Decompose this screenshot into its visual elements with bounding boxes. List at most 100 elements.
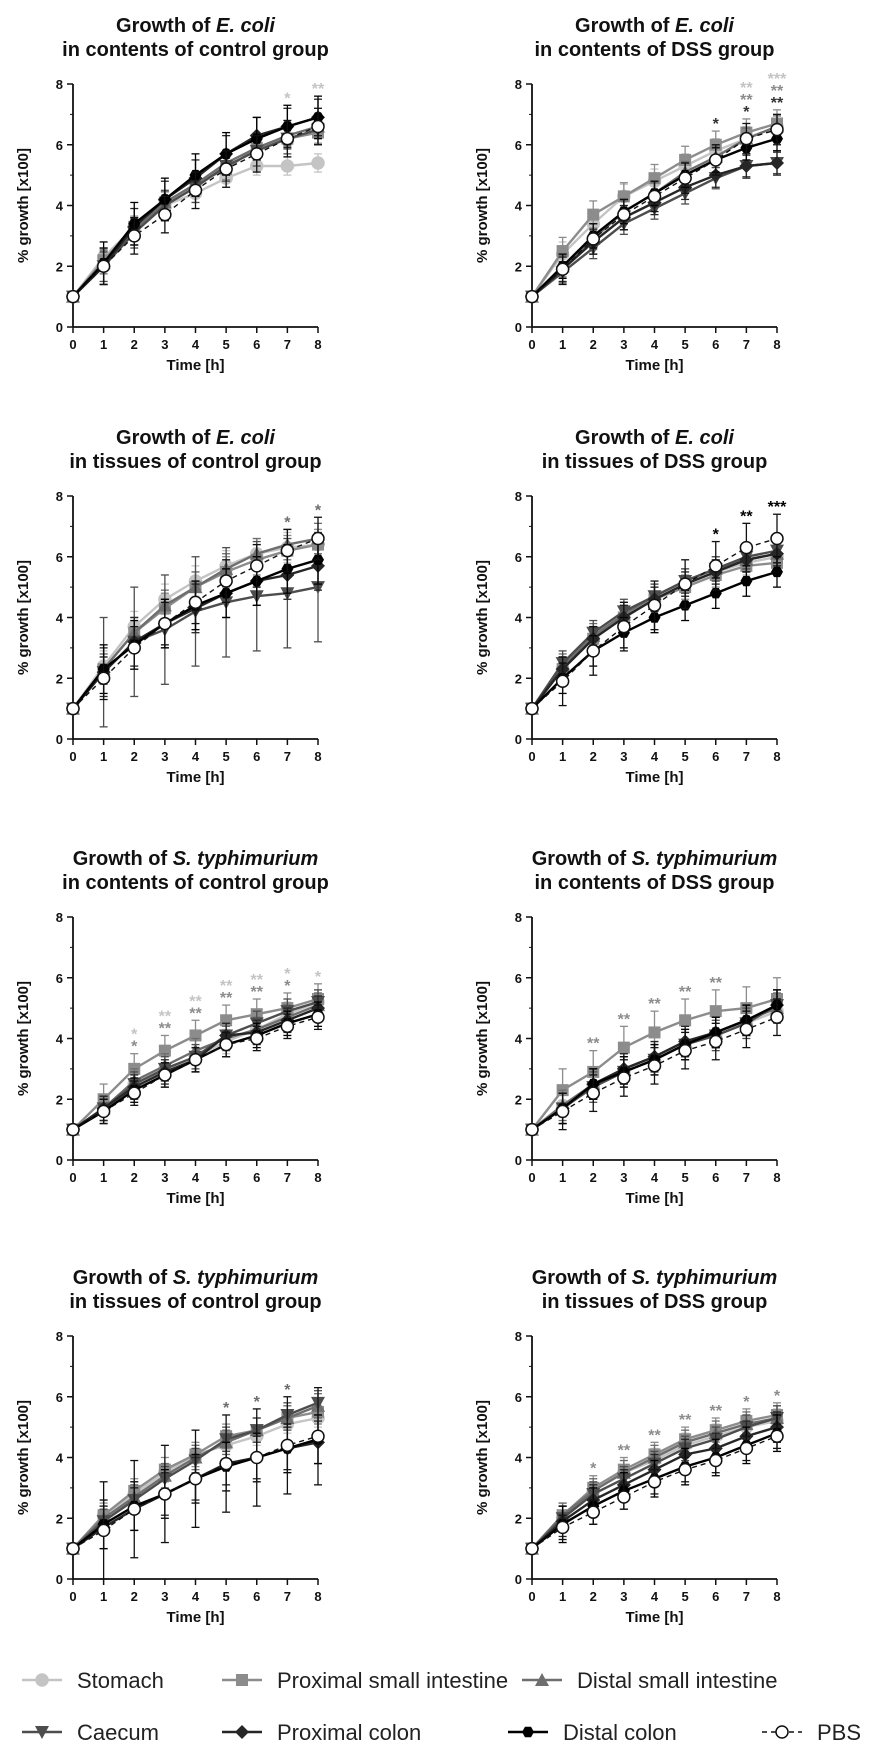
- x-tick-label: 5: [223, 337, 230, 352]
- series-line: [72, 1435, 319, 1550]
- data-point: [188, 595, 203, 610]
- y-tick-label: 6: [56, 971, 63, 986]
- chart-title-prefix: Growth of: [116, 15, 216, 37]
- y-axis-label: % growth [x100]: [15, 1400, 32, 1515]
- data-point: [280, 1019, 295, 1034]
- y-tick-label: 8: [56, 77, 63, 92]
- data-point: [739, 131, 754, 146]
- x-tick-label: 1: [559, 337, 566, 352]
- chart-title-prefix: Growth of: [532, 1267, 632, 1289]
- data-point: [587, 208, 600, 221]
- significance-mark: **: [220, 978, 233, 995]
- x-tick-label: 6: [253, 337, 260, 352]
- x-tick-label: 3: [620, 749, 627, 764]
- x-tick-label: 3: [620, 337, 627, 352]
- data-point: [311, 119, 325, 134]
- x-tick-label: 0: [69, 337, 76, 352]
- y-tick-label: 8: [515, 77, 522, 92]
- x-tick-label: 2: [590, 1170, 597, 1185]
- y-tick-label: 4: [515, 199, 523, 214]
- x-tick-label: 7: [743, 749, 750, 764]
- y-tick-label: 4: [515, 1451, 523, 1466]
- series-pbs: [66, 107, 325, 304]
- series-pbs: [66, 1004, 325, 1137]
- y-tick-label: 0: [515, 1153, 522, 1168]
- y-tick-label: 2: [56, 259, 63, 274]
- significance-mark: *: [284, 966, 291, 983]
- x-tick-label: 2: [590, 1589, 597, 1604]
- data-point: [250, 1450, 264, 1465]
- legend-marker: [535, 1673, 549, 1686]
- data-point: [311, 531, 325, 546]
- y-tick-label: 4: [515, 611, 523, 626]
- y-tick-label: 6: [56, 138, 63, 153]
- y-tick-label: 6: [56, 550, 63, 565]
- x-tick-label: 0: [69, 1170, 76, 1185]
- x-tick-label: 3: [620, 1589, 627, 1604]
- x-tick-label: 0: [528, 337, 535, 352]
- data-point: [96, 1523, 111, 1538]
- x-tick-label: 7: [284, 1589, 291, 1604]
- legend-label: Proximal colon: [277, 1720, 421, 1744]
- x-tick-label: 8: [773, 749, 780, 764]
- significance-mark: **: [618, 1443, 631, 1460]
- legend-item-distal-colon: Distal colon: [508, 1720, 677, 1744]
- chart-subtitle: in tissues of DSS group: [542, 1291, 768, 1313]
- chart-title-prefix: Growth of: [73, 848, 173, 870]
- legend-label: PBS: [817, 1720, 861, 1744]
- chart-title-species: S. typhimurium: [632, 848, 778, 870]
- data-point: [739, 159, 754, 174]
- data-point: [96, 259, 111, 273]
- x-tick-label: 1: [559, 749, 566, 764]
- data-point: [127, 1086, 141, 1100]
- series-pbs: [525, 1423, 784, 1556]
- y-axis-label: % growth [x100]: [474, 148, 491, 263]
- significance-mark: *: [743, 104, 750, 121]
- chart-subtitle: in tissues of DSS group: [542, 451, 768, 473]
- data-point: [158, 207, 172, 222]
- x-tick-label: 2: [131, 337, 138, 352]
- chart-title-species: E. coli: [216, 427, 275, 449]
- series-pbs: [525, 998, 784, 1137]
- chart-title-prefix: Growth of: [532, 848, 632, 870]
- significance-mark: **: [251, 972, 264, 989]
- y-tick-label: 6: [515, 550, 522, 565]
- x-tick-label: 0: [528, 1589, 535, 1604]
- significance-mark: **: [648, 1427, 661, 1444]
- series-line: [531, 128, 778, 298]
- legend-item-stomach: Stomach: [22, 1668, 164, 1693]
- x-tick-label: 1: [100, 749, 107, 764]
- data-point: [250, 147, 264, 161]
- data-point: [678, 171, 692, 185]
- y-tick-label: 0: [56, 1572, 63, 1587]
- data-point: [647, 189, 662, 204]
- chart-subtitle: in contents of DSS group: [535, 39, 775, 61]
- data-point: [250, 559, 264, 573]
- x-tick-label: 3: [161, 1170, 168, 1185]
- x-tick-label: 5: [682, 337, 689, 352]
- series-pbs: [525, 113, 784, 304]
- x-tick-label: 6: [253, 1589, 260, 1604]
- data-point: [66, 289, 80, 304]
- legend-marker: [35, 1673, 49, 1687]
- significance-mark: *: [284, 514, 291, 531]
- data-point: [127, 229, 141, 243]
- data-point: [586, 1505, 600, 1519]
- significance-mark: *: [254, 1394, 261, 1411]
- significance-mark: **: [618, 1011, 631, 1028]
- y-tick-label: 0: [515, 320, 522, 335]
- x-tick-label: 4: [651, 1170, 659, 1185]
- data-point: [647, 1059, 662, 1073]
- y-tick-label: 2: [56, 671, 63, 686]
- x-tick-label: 6: [712, 749, 719, 764]
- significance-mark: **: [740, 508, 753, 525]
- data-point: [96, 671, 111, 685]
- significance-mark: **: [740, 80, 753, 97]
- data-point: [555, 1520, 570, 1535]
- data-point: [66, 1541, 80, 1556]
- data-point: [617, 1071, 631, 1085]
- y-tick-label: 8: [515, 1329, 522, 1344]
